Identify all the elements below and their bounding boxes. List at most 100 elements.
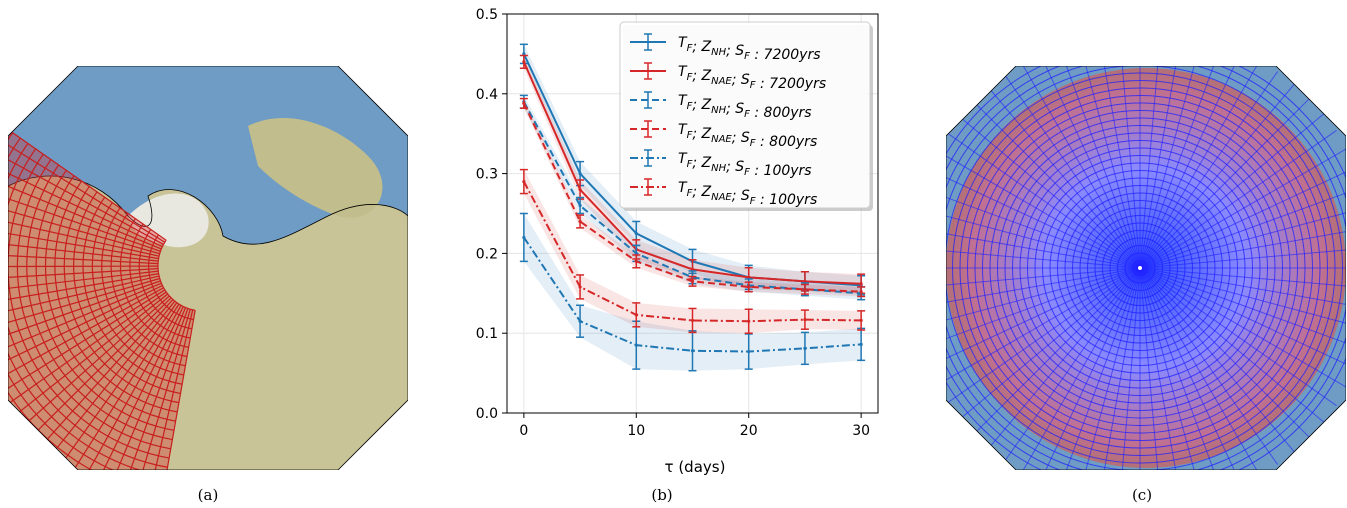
grid-radial	[1139, 205, 1346, 269]
grid-radial	[1139, 185, 1346, 269]
legend-item: TF; ZNH; SF : 100yrs	[630, 149, 812, 179]
grid-radial	[1118, 66, 1141, 269]
error-band	[523, 169, 862, 334]
grid-radial	[1139, 267, 1346, 331]
grid-radial	[126, 309, 191, 470]
grid-radial	[1139, 267, 1162, 470]
grid-radial	[946, 225, 1141, 269]
legend-label: TF; ZNH; SF : 800yrs	[678, 93, 812, 121]
grid-radial	[1118, 267, 1141, 470]
chart-series	[519, 43, 866, 372]
grid-radial	[1139, 267, 1337, 407]
legend-label: TF; ZNAE; SF : 100yrs	[678, 180, 817, 208]
y-tick-label: 0.0	[476, 406, 498, 422]
data-point	[803, 287, 807, 291]
data-point	[578, 219, 582, 224]
grid-radial	[1139, 267, 1346, 311]
grid-radial	[8, 291, 167, 423]
grid-radial	[1057, 66, 1141, 269]
grid-radial	[8, 280, 161, 356]
grid-radial	[8, 206, 160, 257]
y-tick-label: 0.3	[476, 167, 498, 183]
grid-radial	[1139, 267, 1346, 351]
grid-radial	[1139, 147, 1346, 269]
data-point	[634, 259, 638, 263]
y-tick-label: 0.2	[476, 246, 498, 262]
grid-radial	[1001, 71, 1141, 269]
grid-radial	[8, 293, 169, 435]
grid-radial	[946, 129, 1141, 269]
grid-radial	[946, 267, 1141, 311]
data-point	[747, 349, 751, 354]
legend-item: TF; ZNAE; SF : 7200yrs	[630, 62, 826, 92]
data-point	[634, 343, 638, 347]
grid-radial	[969, 267, 1141, 439]
x-tick-label: 30	[852, 423, 870, 439]
data-point	[803, 279, 807, 283]
data-point	[578, 285, 582, 289]
land-mass	[8, 176, 408, 470]
data-point	[859, 342, 863, 346]
grid-radial	[33, 300, 176, 470]
caption-c: (c)	[1131, 486, 1153, 504]
data-point	[859, 290, 863, 294]
data-point	[578, 187, 582, 192]
series-line	[519, 212, 866, 372]
data-point	[522, 235, 526, 240]
grid-radial	[1139, 71, 1279, 269]
grid-radial	[1139, 267, 1183, 470]
grid-radial	[985, 83, 1141, 269]
data-point	[747, 275, 751, 279]
data-point	[522, 179, 526, 184]
grid-radial	[1139, 267, 1242, 470]
data-point	[690, 267, 695, 271]
grid-radial	[1139, 267, 1346, 389]
x-axis-label: τ (days)	[665, 458, 726, 476]
y-tick-label: 0.5	[476, 7, 498, 23]
grid-radial	[1139, 113, 1325, 269]
legend-box	[619, 21, 871, 209]
grid-radial	[1077, 267, 1141, 470]
grid-radial	[45, 302, 178, 470]
line-chart: 0 10 20 30 0.0 0.1 0.2 0.3 0.4 0.5 τ (days) TF; Z…	[476, 7, 879, 476]
map-panel-c	[946, 66, 1346, 470]
legend-label: TF; ZNAE; SF : 800yrs	[678, 122, 817, 150]
grid-radial	[8, 282, 162, 370]
grid-radial	[1038, 66, 1141, 269]
grid-radial	[1139, 267, 1261, 470]
legend-item: TF; ZNAE; SF : 100yrs	[630, 178, 817, 208]
grid-radial	[946, 147, 1141, 269]
error-band	[523, 98, 862, 297]
grid-radial	[8, 236, 159, 262]
grid-radial	[8, 191, 160, 255]
grid-radial	[946, 246, 1141, 269]
grid-radial	[8, 251, 159, 265]
series-line	[519, 168, 866, 334]
grid-radial	[8, 287, 164, 397]
grid-radial	[8, 149, 163, 248]
grid-radial	[8, 163, 162, 250]
x-tick-label: 0	[519, 423, 528, 439]
grid-radial	[8, 265, 159, 268]
grid-radial	[946, 267, 1141, 389]
grid-radial	[8, 110, 167, 241]
grid-radial	[955, 113, 1141, 269]
grid-radial	[1097, 267, 1141, 470]
legend-item: TF; ZNAE; SF : 800yrs	[630, 120, 817, 150]
grid-radial	[140, 309, 194, 470]
x-tick-label: 10	[627, 423, 645, 439]
grid-radial	[1139, 129, 1337, 269]
caption-a: (a)	[197, 486, 219, 504]
grid-radial	[1139, 267, 1346, 370]
grid-radial	[969, 97, 1141, 269]
grid-radial	[8, 284, 163, 384]
grid-radial	[946, 185, 1141, 269]
grid-radial	[1139, 267, 1223, 470]
grid-radial	[97, 307, 187, 470]
grid-radial	[1038, 267, 1141, 470]
grid-radial	[1097, 66, 1141, 269]
grid-radial	[1019, 267, 1141, 470]
map-panel-a	[8, 66, 408, 470]
grid-radial	[1139, 225, 1346, 269]
